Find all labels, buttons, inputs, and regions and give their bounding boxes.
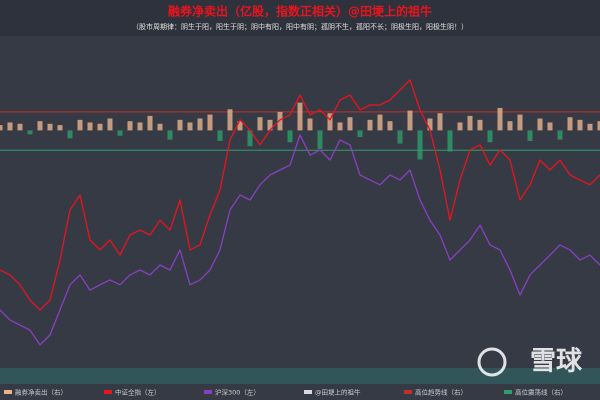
line-series bbox=[0, 134, 600, 346]
bar bbox=[67, 130, 73, 139]
line-series bbox=[0, 79, 600, 311]
legend-label: 高位趋势线（右） bbox=[415, 388, 467, 397]
bar bbox=[487, 130, 493, 143]
bar bbox=[107, 118, 113, 131]
bar bbox=[447, 130, 453, 152]
bar bbox=[87, 122, 93, 131]
bar bbox=[97, 123, 103, 131]
bar bbox=[227, 109, 233, 131]
bar bbox=[177, 119, 183, 131]
bar bbox=[217, 130, 223, 141]
bar bbox=[457, 122, 463, 131]
bar bbox=[307, 118, 313, 131]
legend-label: 沪深300（左） bbox=[215, 388, 260, 397]
bar bbox=[27, 130, 33, 135]
bar bbox=[417, 130, 423, 160]
legend-swatch bbox=[304, 390, 312, 394]
bar bbox=[267, 119, 273, 131]
bar bbox=[347, 117, 353, 131]
bar bbox=[537, 118, 543, 131]
bar bbox=[147, 115, 153, 131]
bar bbox=[387, 121, 393, 131]
bar bbox=[327, 113, 333, 131]
bar bbox=[317, 130, 323, 149]
legend-swatch bbox=[204, 390, 212, 394]
bar bbox=[37, 121, 43, 131]
bar bbox=[577, 119, 583, 131]
bar bbox=[157, 123, 163, 131]
bar bbox=[337, 122, 343, 131]
legend-label: 中证全指（左） bbox=[115, 388, 161, 397]
bar bbox=[57, 125, 63, 131]
bar bbox=[397, 130, 403, 144]
bar bbox=[497, 107, 503, 131]
legend-swatch bbox=[404, 390, 412, 394]
watermark: 雪球 bbox=[530, 347, 583, 377]
legend-label: @田埂上的祖牛 bbox=[315, 388, 361, 397]
header-band bbox=[0, 0, 600, 36]
watermark-logo bbox=[477, 347, 507, 377]
bar bbox=[257, 117, 263, 131]
legend-label: 融券净卖出（右） bbox=[15, 388, 67, 397]
bar bbox=[277, 111, 283, 131]
legend-swatch bbox=[104, 390, 112, 394]
chart-subtitle: （股市周期律：阴生于阳，阳生于阴；阴中有阳，阳中有阴；孤阴不生，孤阳不长；阴极生… bbox=[132, 22, 468, 31]
legend-label: 高位震荡线（右） bbox=[515, 388, 567, 397]
bar bbox=[207, 114, 213, 131]
bottom-strip bbox=[0, 368, 600, 384]
bar bbox=[77, 119, 83, 131]
bar bbox=[597, 121, 600, 131]
bar bbox=[47, 123, 53, 131]
bar bbox=[287, 130, 293, 143]
bar bbox=[547, 122, 553, 131]
bar bbox=[477, 119, 483, 131]
bar bbox=[517, 114, 523, 131]
bar bbox=[527, 130, 533, 141]
bar bbox=[187, 122, 193, 131]
bar bbox=[427, 118, 433, 131]
bar bbox=[7, 122, 13, 131]
bar bbox=[167, 130, 173, 140]
bar bbox=[247, 130, 253, 147]
bar bbox=[377, 114, 383, 131]
bar bbox=[467, 115, 473, 131]
bar bbox=[557, 130, 563, 140]
bar bbox=[17, 123, 23, 131]
legend-swatch bbox=[4, 390, 12, 394]
chart-title: 融券净卖出（亿股，指数正相关）@田埂上的祖牛 bbox=[168, 4, 432, 19]
bar bbox=[407, 110, 413, 131]
bar bbox=[127, 121, 133, 131]
bar bbox=[437, 113, 443, 131]
bar bbox=[197, 118, 203, 131]
bar bbox=[567, 117, 573, 131]
bar bbox=[357, 130, 363, 137]
bar bbox=[237, 121, 243, 131]
bar bbox=[117, 130, 123, 136]
bar bbox=[297, 102, 303, 131]
bar bbox=[367, 119, 373, 131]
bar bbox=[587, 123, 593, 131]
legend-swatch bbox=[504, 390, 512, 394]
bar bbox=[0, 125, 3, 131]
bar bbox=[137, 122, 143, 131]
bar bbox=[507, 121, 513, 131]
